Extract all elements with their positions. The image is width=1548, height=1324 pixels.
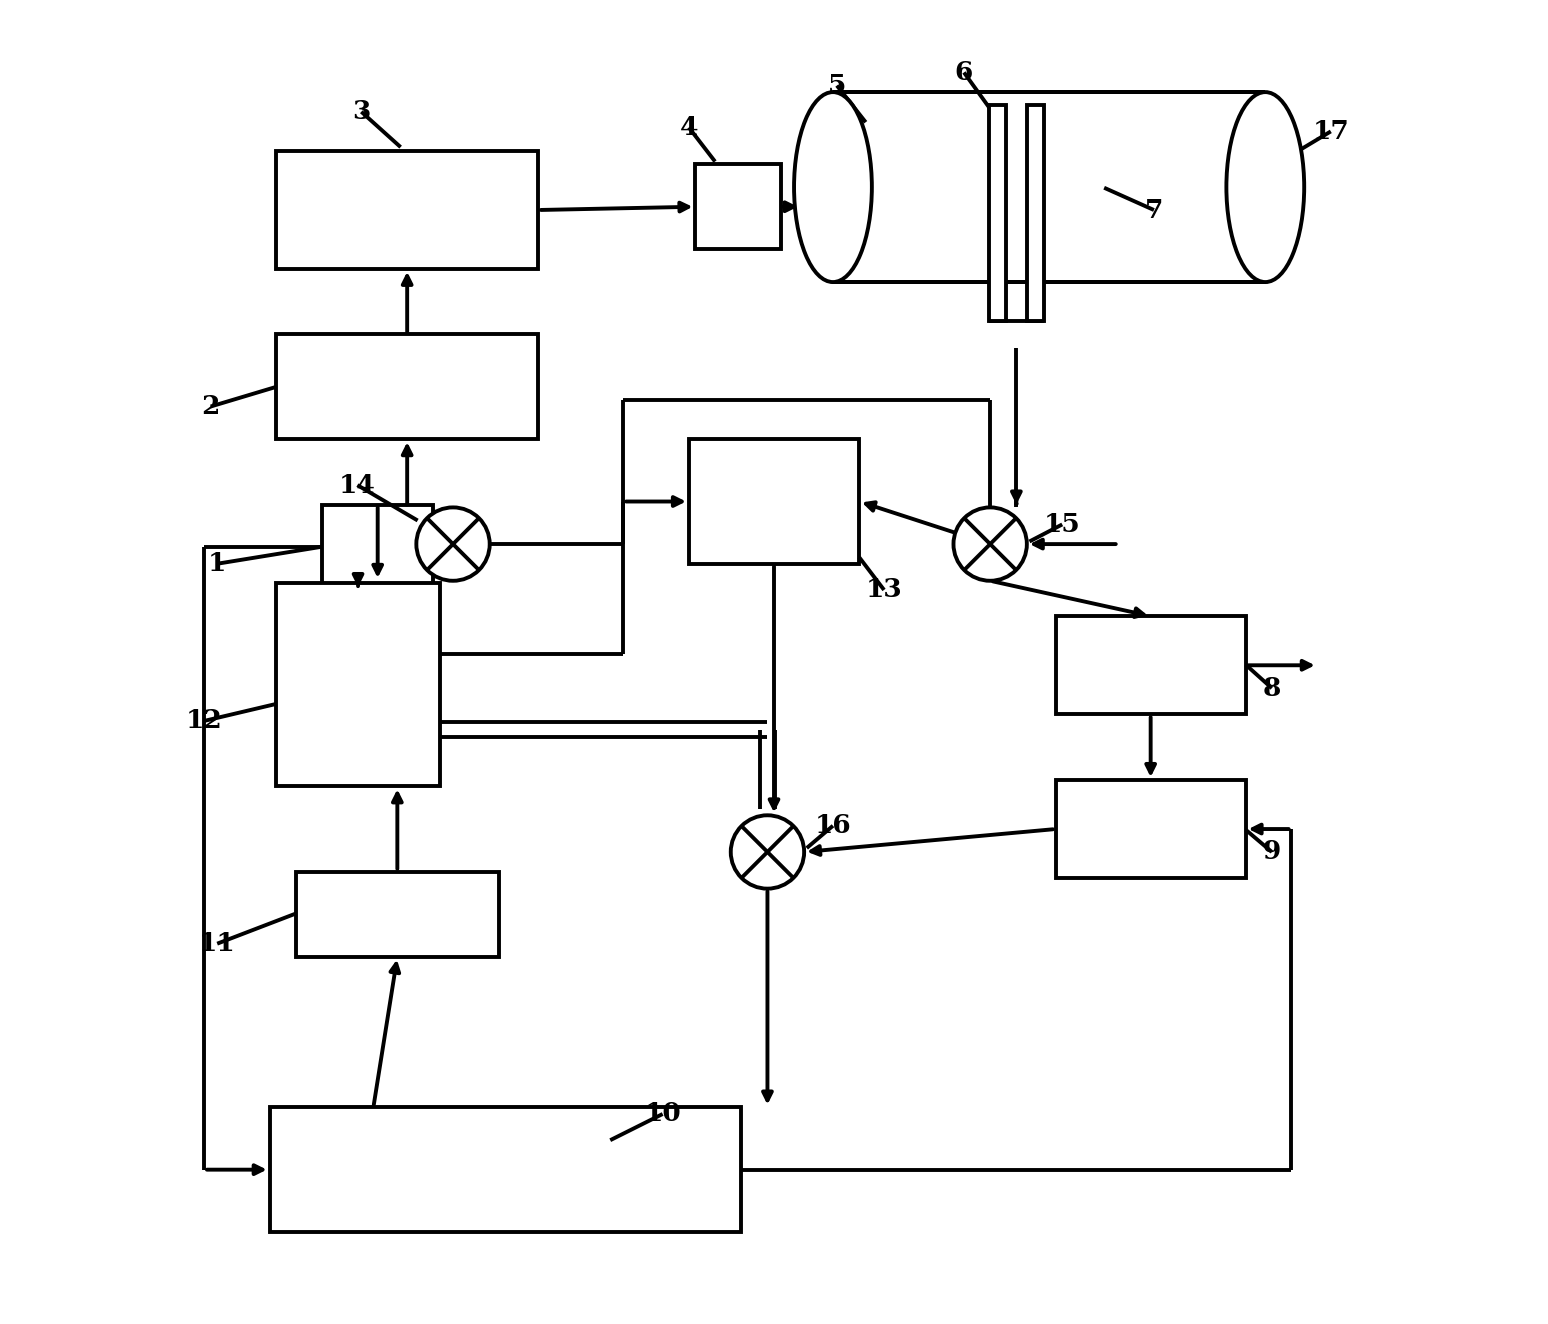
Text: 11: 11 [198, 931, 235, 956]
Bar [276, 335, 539, 440]
Bar [269, 1107, 741, 1231]
Text: 6: 6 [955, 60, 974, 85]
Text: 1: 1 [207, 551, 226, 576]
Text: 16: 16 [814, 813, 851, 838]
Text: 17: 17 [1313, 119, 1350, 144]
Bar [689, 440, 859, 564]
Text: 15: 15 [1043, 512, 1081, 538]
Circle shape [731, 816, 803, 888]
Bar [989, 105, 1006, 322]
Text: 10: 10 [644, 1102, 681, 1127]
Bar [695, 164, 780, 249]
Text: 7: 7 [1144, 197, 1163, 222]
Bar [276, 151, 539, 269]
Text: 8: 8 [1263, 675, 1282, 700]
Circle shape [954, 507, 1026, 581]
Text: 14: 14 [339, 473, 376, 498]
Bar [276, 584, 440, 786]
Text: 9: 9 [1263, 839, 1280, 865]
Bar [1056, 616, 1246, 715]
Text: 3: 3 [351, 99, 370, 124]
Text: 2: 2 [201, 395, 220, 418]
Bar [1026, 105, 1043, 322]
Bar [322, 504, 433, 591]
Text: 12: 12 [186, 708, 223, 733]
Ellipse shape [1226, 93, 1305, 282]
Bar [296, 871, 498, 957]
Circle shape [416, 507, 489, 581]
Text: 13: 13 [865, 577, 902, 602]
Text: 4: 4 [680, 115, 698, 140]
Ellipse shape [794, 93, 872, 282]
Text: 5: 5 [828, 73, 847, 98]
Bar [1056, 780, 1246, 878]
